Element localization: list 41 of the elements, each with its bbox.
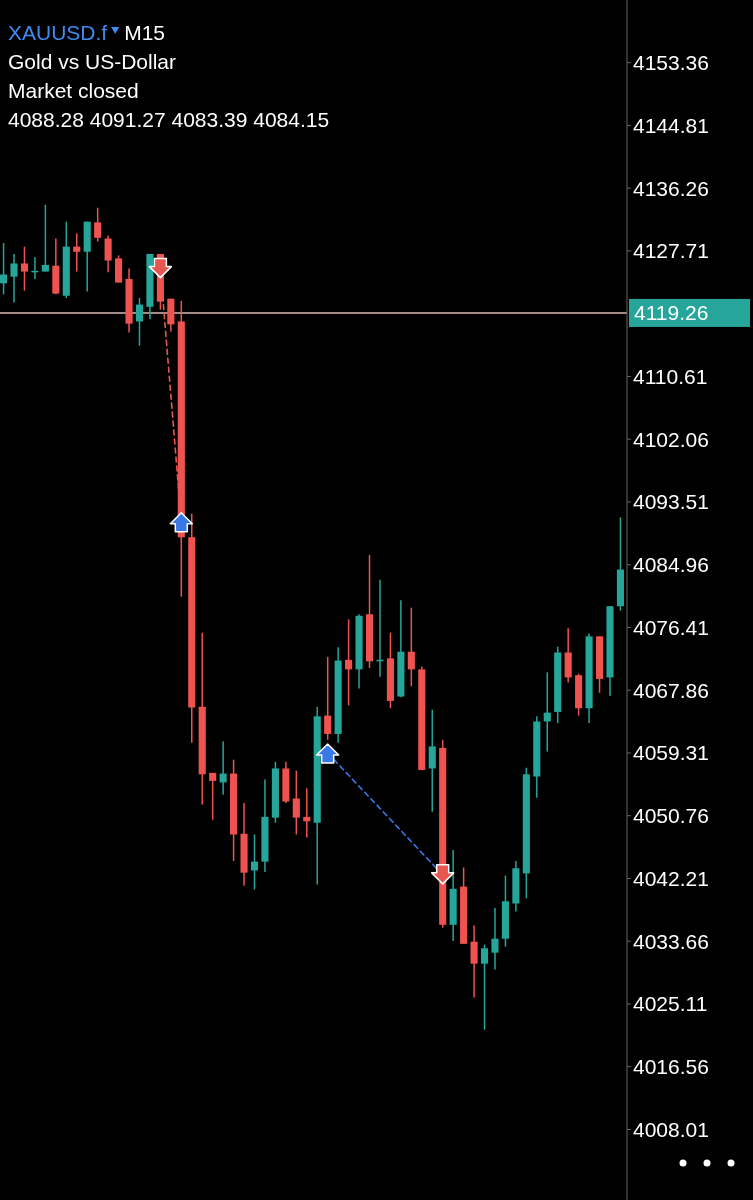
candlestick [491,907,499,971]
candlestick [292,769,300,836]
candlestick [209,772,217,821]
candlestick [470,924,478,999]
text: M15 [124,21,166,44]
candlestick [345,618,353,707]
ref-line-label: 4119.26 [634,301,709,325]
y-tick-label: 4008.01 [633,1117,709,1141]
candlestick [428,708,436,813]
y-tick-label: 4025.11 [633,992,708,1016]
annotation: Gold vs US-Dollar [8,50,177,73]
candlestick [94,206,102,243]
y-tick-label: 4050.76 [633,804,709,828]
y-tick-label: 4033.66 [633,929,709,953]
y-tick-label: 4067.86 [633,678,709,702]
candlestick [104,234,112,274]
candlestick [0,242,8,296]
candlestick [41,204,49,273]
y-tick-label: 4076.41 [633,615,709,639]
annotation: Market closed [8,79,139,102]
y-tick-label: 4093.51 [633,490,709,514]
candlestick [73,232,81,273]
candlestick [20,245,29,292]
y-tick-label: 4042.21 [633,866,709,890]
annotation: 4088.28 4091.27 4083.39 4084.15 [8,108,330,131]
candlestick [303,787,311,839]
text: XAUUSD.f [8,21,108,44]
y-tick-label: 4127.71 [633,239,709,263]
candlestick [10,253,18,304]
y-tick-label: 4102.06 [633,427,709,451]
y-tick-label: 4084.96 [633,553,709,577]
y-tick-label: 4110.61 [633,364,708,388]
y-tick-label: 4144.81 [633,113,709,137]
candlestick [324,656,332,741]
candlestick [407,606,415,687]
y-tick-label: 4136.26 [633,176,709,200]
y-tick-label: 4059.31 [633,741,709,765]
y-tick-label: 4016.56 [633,1055,709,1079]
candlestick [135,297,144,347]
y-tick-label: 4153.36 [633,51,709,75]
candlestick [480,943,489,1031]
